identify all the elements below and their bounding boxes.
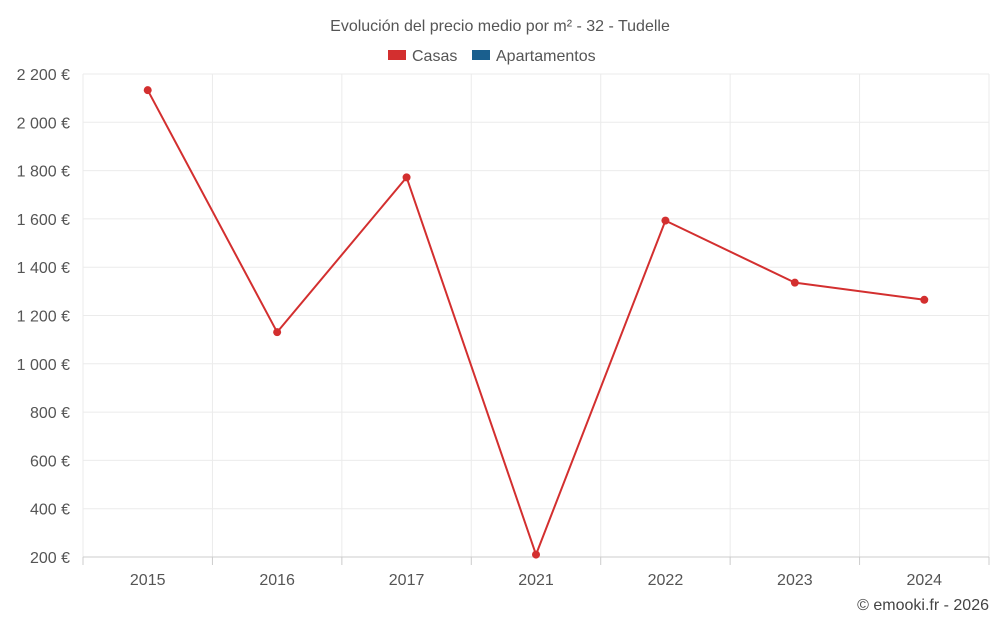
y-tick-label: 1 200 € bbox=[17, 309, 70, 326]
chart-title: Evolución del precio medio por m² - 32 -… bbox=[330, 18, 670, 35]
x-tick-label: 2021 bbox=[518, 572, 554, 589]
data-point-casas-2023[interactable] bbox=[790, 278, 799, 287]
x-tick-label: 2016 bbox=[259, 572, 295, 589]
x-tick-label: 2022 bbox=[648, 572, 684, 589]
data-point-casas-2015[interactable] bbox=[143, 86, 152, 95]
credit-text: © emooki.fr - 2026 bbox=[857, 597, 989, 614]
x-tick-label: 2015 bbox=[130, 572, 166, 589]
x-gridlines bbox=[82, 74, 990, 557]
x-tick-label: 2023 bbox=[777, 572, 813, 589]
data-point-casas-2024[interactable] bbox=[920, 295, 929, 304]
legend-label-apartamentos[interactable]: Apartamentos bbox=[496, 48, 596, 65]
data-point-casas-2021[interactable] bbox=[532, 550, 540, 559]
y-axis-labels: 200 € 400 € 600 € 800 € 1 000 € 1 200 € 1 400 … bbox=[17, 67, 70, 567]
legend-swatch-casas[interactable] bbox=[388, 50, 406, 60]
x-axis-labels: 2015 2016 2017 2021 2022 2023 2024 bbox=[130, 572, 942, 589]
y-tick-label: 600 € bbox=[30, 453, 70, 470]
series-layer bbox=[143, 86, 929, 559]
y-gridlines bbox=[83, 73, 989, 510]
series-line-casas bbox=[146, 89, 925, 556]
y-tick-label: 800 € bbox=[30, 405, 70, 422]
legend: Casas Apartamentos bbox=[388, 48, 596, 65]
data-point-casas-2016[interactable] bbox=[273, 328, 282, 337]
legend-label-casas[interactable]: Casas bbox=[412, 48, 457, 65]
y-tick-label: 1 800 € bbox=[17, 164, 70, 181]
y-tick-label: 1 000 € bbox=[17, 357, 70, 374]
legend-swatch-apartamentos[interactable] bbox=[472, 50, 490, 60]
x-axis-ticks bbox=[82, 557, 990, 565]
data-point-casas-2022[interactable] bbox=[661, 216, 670, 225]
y-tick-label: 400 € bbox=[30, 502, 70, 519]
x-tick-label: 2024 bbox=[906, 572, 942, 589]
y-tick-label: 2 200 € bbox=[17, 67, 70, 84]
y-tick-label: 2 000 € bbox=[17, 115, 70, 132]
data-point-casas-2017[interactable] bbox=[402, 173, 411, 182]
x-tick-label: 2017 bbox=[389, 572, 425, 589]
y-tick-label: 1 600 € bbox=[17, 212, 70, 229]
y-tick-label: 200 € bbox=[30, 550, 70, 567]
y-tick-label: 1 400 € bbox=[17, 260, 70, 277]
